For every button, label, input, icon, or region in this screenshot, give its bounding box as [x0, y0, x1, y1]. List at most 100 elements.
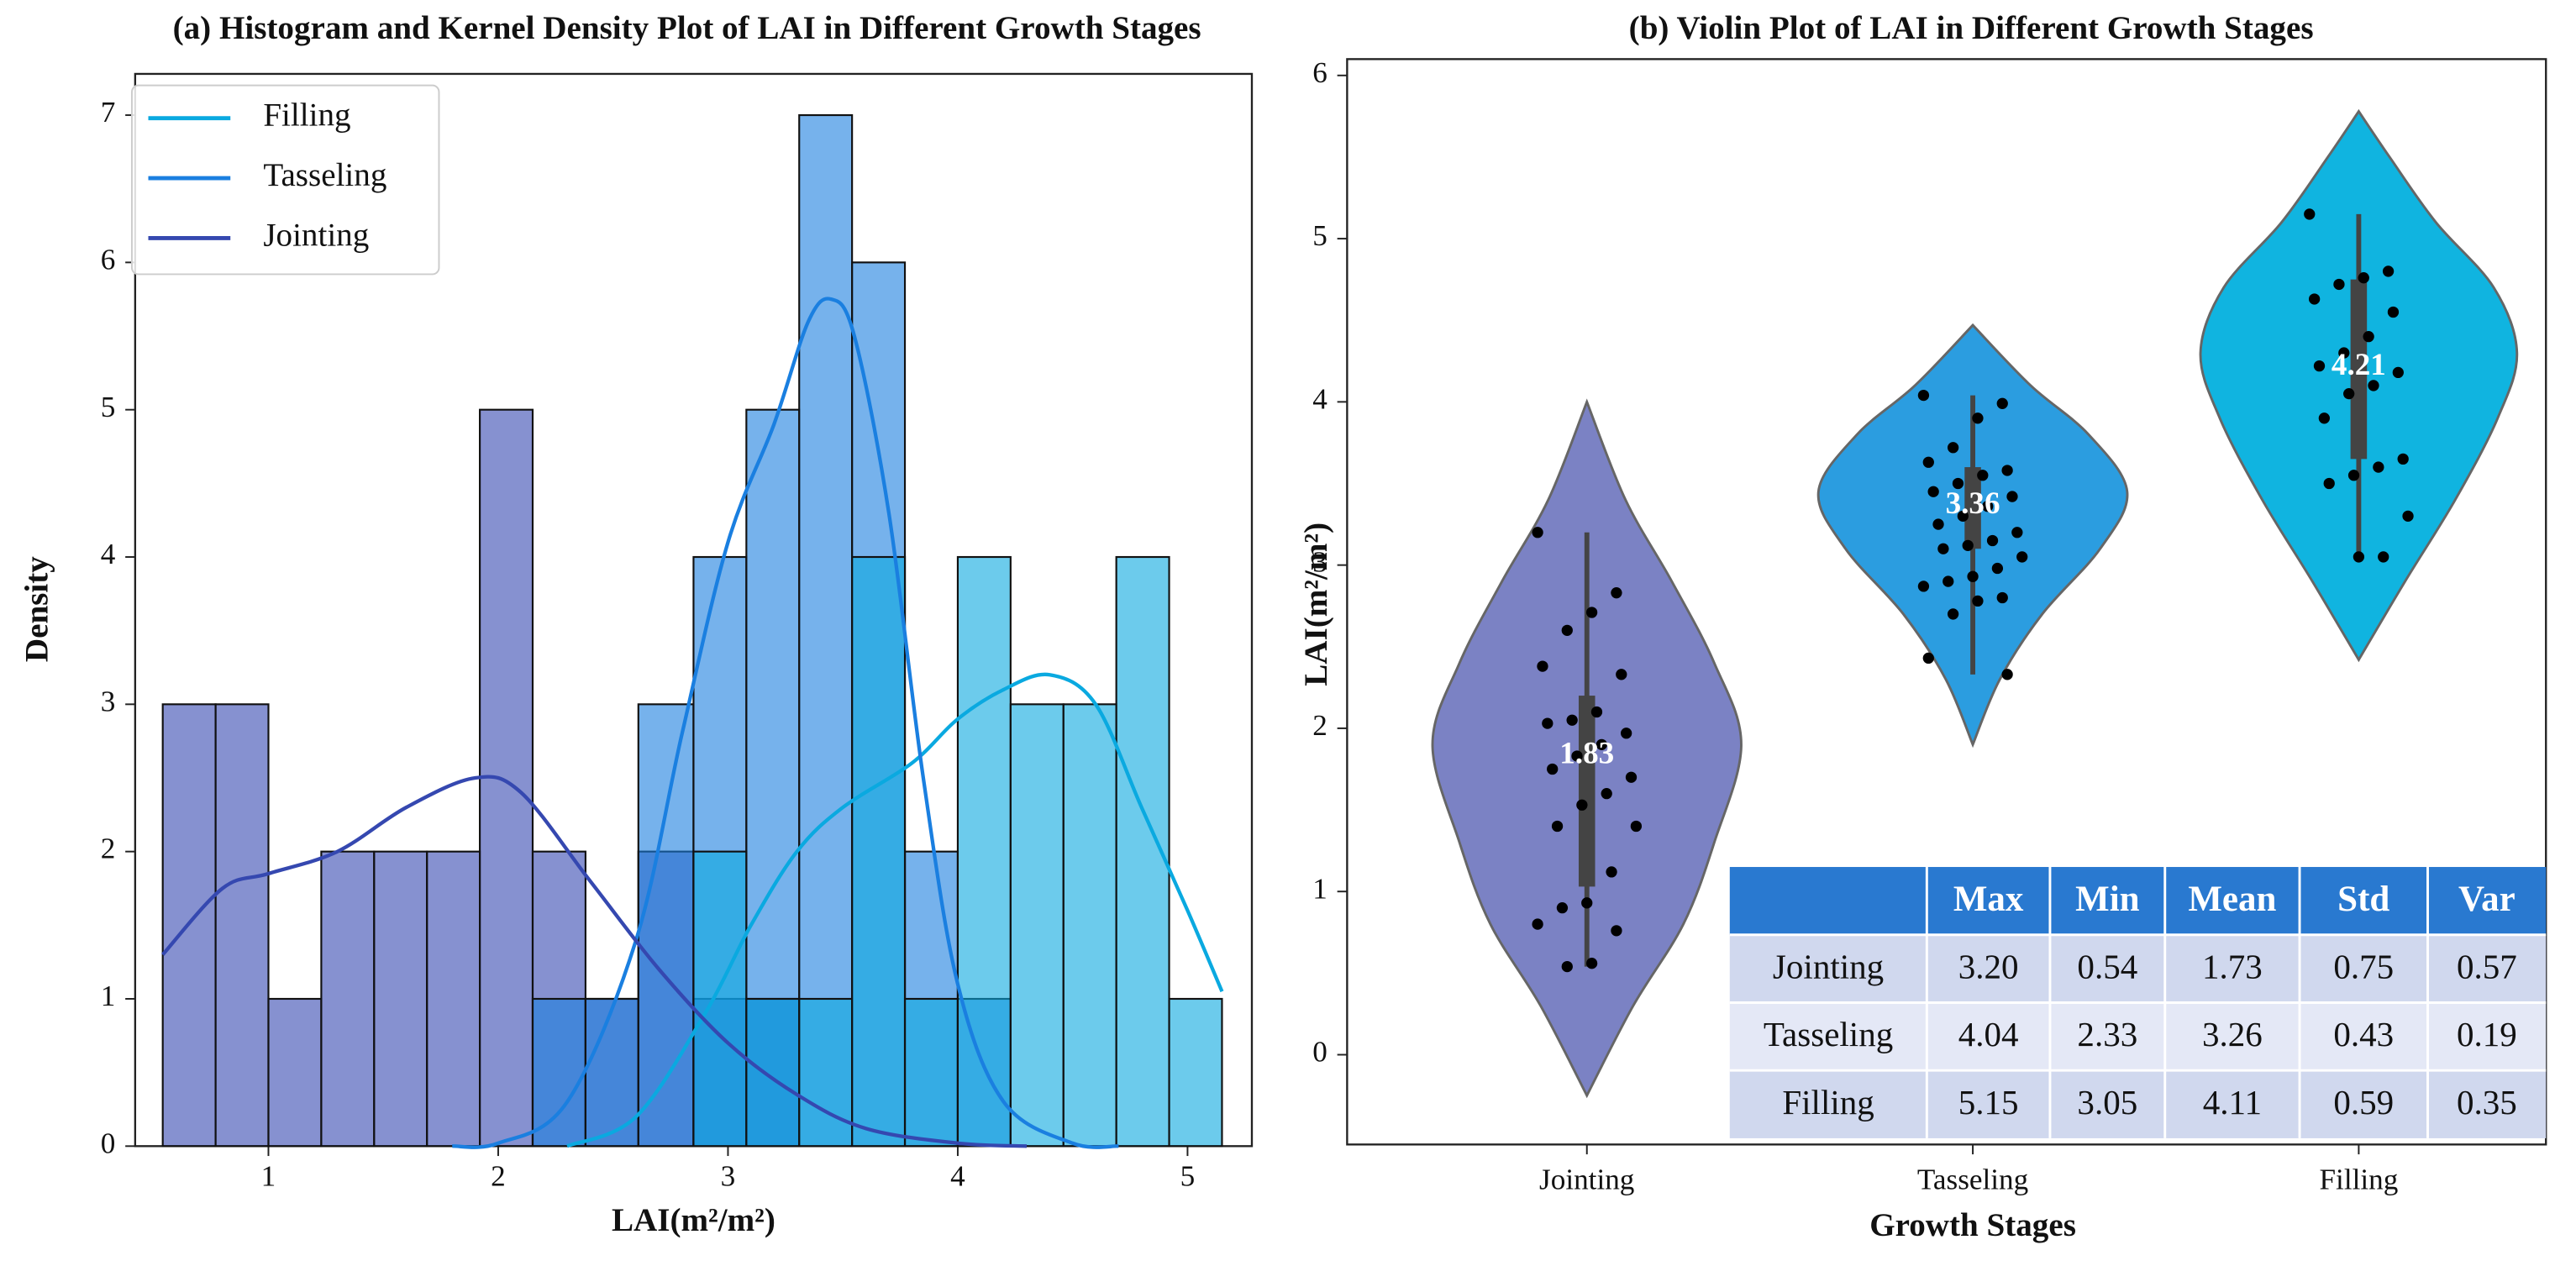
data-point: [2308, 293, 2321, 305]
table-cell: 3.26: [2202, 1015, 2263, 1053]
data-point: [2358, 272, 2369, 284]
y-tick-label: 5: [101, 391, 116, 423]
data-point: [1532, 918, 1543, 930]
data-point: [1982, 501, 1994, 512]
table-cell: 0.59: [2333, 1083, 2394, 1122]
table-header-cell: Std: [2337, 880, 2389, 919]
median-label: 1.83: [1559, 736, 1614, 770]
data-point: [2318, 412, 2331, 424]
table-header: [1729, 867, 2547, 935]
histogram-bar: [214, 703, 270, 1148]
y-axis-label: Density: [18, 556, 55, 662]
median-label: 3.36: [1946, 486, 2000, 521]
kde-line: [161, 775, 1028, 1148]
data-point: [1601, 788, 1612, 800]
data-point: [1996, 591, 2008, 604]
y-tick-label: 7: [101, 96, 116, 129]
histogram-bar: [903, 997, 959, 1148]
data-point: [1542, 717, 1553, 729]
table-cell: 0.43: [2333, 1015, 2394, 1053]
data-point: [1972, 412, 1984, 424]
data-point: [1581, 897, 1593, 909]
histogram-bar: [320, 850, 376, 1148]
histogram-bar: [267, 997, 323, 1148]
y-tick-label: 3: [1312, 546, 1327, 579]
data-point: [1621, 728, 1632, 739]
x-tick-label: 5: [1180, 1159, 1196, 1192]
data-point: [1947, 442, 1959, 454]
y-tick-label: 4: [1312, 382, 1327, 415]
table-header-cell: Min: [2075, 880, 2140, 919]
data-point: [1996, 397, 2008, 409]
y-tick-label: 0: [101, 1127, 116, 1159]
legend-label: Filling: [263, 97, 350, 134]
data-point: [1537, 660, 1548, 672]
data-point: [1547, 763, 1559, 775]
kde-line: [452, 297, 1119, 1149]
y-tick-label: 1: [101, 980, 116, 1012]
box: [1578, 696, 1596, 887]
data-point: [1986, 534, 1999, 547]
x-tick-label: Tasseling: [1917, 1163, 2028, 1195]
y-tick-label: 6: [1312, 56, 1327, 89]
data-point: [2006, 491, 2018, 502]
data-point: [1561, 960, 1573, 973]
table-cell: 0.19: [2457, 1015, 2517, 1053]
data-point: [2392, 366, 2404, 379]
data-point: [1922, 456, 1934, 468]
data-point: [2304, 208, 2316, 220]
data-point: [1585, 607, 1598, 618]
table-header-cell: Mean: [2188, 880, 2276, 919]
data-point: [1561, 624, 1573, 637]
y-tick-label: 4: [101, 538, 116, 570]
data-point: [1957, 510, 1969, 523]
x-axis-label: LAI(m²/m²): [612, 1202, 775, 1238]
data-point: [2016, 551, 2028, 563]
y-tick-label: 0: [1312, 1036, 1327, 1069]
data-point: [1937, 543, 1949, 554]
box: [2350, 279, 2368, 460]
data-point: [2001, 669, 2013, 680]
data-point: [2363, 331, 2374, 343]
data-point: [2313, 360, 2326, 372]
histogram-bar: [584, 997, 639, 1148]
x-tick-label: Filling: [2319, 1163, 2398, 1195]
box: [1964, 467, 1981, 549]
data-point: [2387, 306, 2400, 318]
data-point: [2402, 510, 2414, 523]
x-tick-label: 3: [721, 1159, 736, 1192]
histogram-bar: [1062, 703, 1117, 1148]
data-point: [2338, 347, 2350, 359]
table-cell: 0.75: [2333, 947, 2394, 985]
table-row: [1729, 1070, 2547, 1138]
histogram-bar: [1009, 703, 1065, 1148]
kde-line: [566, 672, 1224, 1148]
data-point: [1927, 486, 1939, 497]
data-point: [1616, 669, 1627, 680]
data-point: [2347, 470, 2360, 481]
table-cell: 4.11: [2203, 1083, 2262, 1122]
data-point: [2373, 461, 2384, 473]
y-tick-label: 1: [1312, 872, 1327, 905]
histogram-bar: [798, 997, 854, 1148]
table-header-cell: Var: [2458, 880, 2516, 919]
legend-box: [130, 84, 440, 276]
data-point: [1611, 925, 1622, 937]
histogram-bar: [1168, 997, 1223, 1148]
y-tick-label: 6: [101, 243, 116, 276]
chart-title: (a) Histogram and Kernel Density Plot of…: [173, 10, 1201, 46]
table-cell: 4.04: [1958, 1015, 2019, 1053]
histogram-bar: [745, 997, 801, 1148]
histogram-bar: [798, 113, 854, 1148]
data-point: [1967, 570, 1979, 582]
histogram-bar: [373, 850, 428, 1148]
data-point: [2397, 453, 2409, 465]
histogram-bar: [956, 555, 1012, 1148]
data-point: [1585, 958, 1598, 969]
y-tick-label: 2: [101, 833, 116, 865]
table-header-cell: Max: [1953, 880, 2024, 919]
table-cell: 0.54: [2077, 947, 2137, 985]
data-point: [1917, 580, 1930, 592]
table-cell: 3.20: [1958, 947, 2019, 985]
